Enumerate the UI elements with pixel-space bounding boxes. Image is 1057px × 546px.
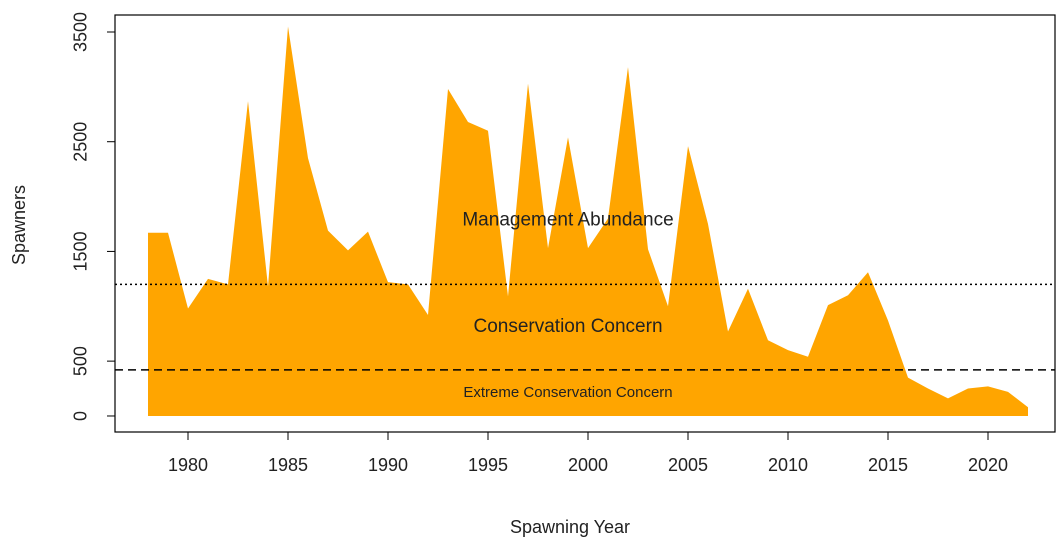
y-tick-label: 0 — [71, 411, 91, 421]
area — [148, 26, 1028, 416]
x-axis-label: Spawning Year — [510, 517, 630, 537]
y-tick-label: 500 — [71, 346, 91, 376]
y-tick-label: 1500 — [71, 231, 91, 271]
annotation: Management Abundance — [462, 210, 673, 231]
x-tick-label: 2005 — [668, 455, 708, 475]
annotation: Conservation Concern — [473, 316, 662, 337]
y-tick-label: 3500 — [71, 12, 91, 52]
y-tick-label: 2500 — [71, 122, 91, 162]
x-tick-label: 2010 — [768, 455, 808, 475]
x-tick-label: 2000 — [568, 455, 608, 475]
x-tick-label: 2015 — [868, 455, 908, 475]
annotation: Extreme Conservation Concern — [463, 384, 672, 401]
x-tick-label: 1980 — [168, 455, 208, 475]
x-tick-label: 1985 — [268, 455, 308, 475]
y-axis-label: Spawners — [9, 185, 29, 265]
x-tick-label: 1995 — [468, 455, 508, 475]
x-tick-label: 1990 — [368, 455, 408, 475]
plot-frame — [114, 14, 1056, 433]
x-tick-label: 2020 — [968, 455, 1008, 475]
